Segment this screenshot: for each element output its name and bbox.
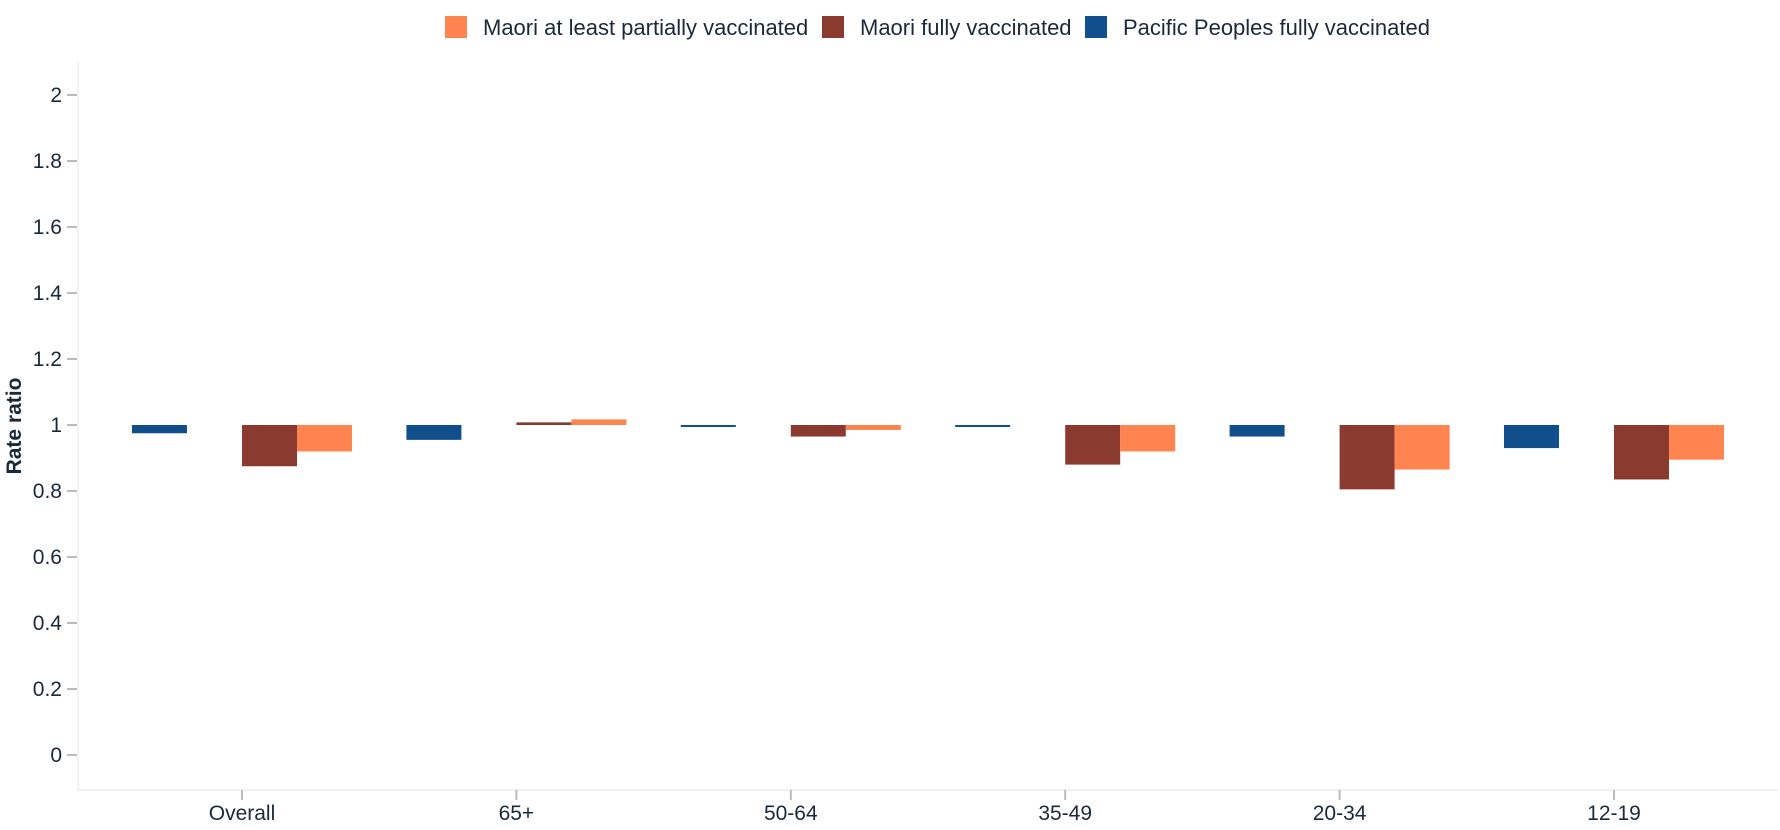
- bar[interactable]: [242, 425, 297, 467]
- y-tick-label: 0.2: [33, 678, 62, 701]
- y-axis-title: Rate ratio: [3, 378, 26, 475]
- bar[interactable]: [1120, 425, 1176, 452]
- bar[interactable]: [516, 422, 572, 425]
- x-tick-label: 35-49: [1038, 802, 1092, 825]
- y-tick-label: 0: [50, 744, 62, 767]
- y-tick-label: 1: [50, 414, 62, 437]
- legend-swatch: [822, 16, 844, 38]
- legend-item[interactable]: Maori at least partially vaccinated: [445, 15, 808, 40]
- bar[interactable]: [1229, 425, 1285, 437]
- bar[interactable]: [406, 425, 462, 440]
- bar[interactable]: [1339, 425, 1395, 490]
- bar[interactable]: [297, 425, 352, 452]
- bar[interactable]: [790, 425, 846, 437]
- bar[interactable]: [1614, 425, 1669, 480]
- x-tick-label: 65+: [499, 802, 535, 825]
- y-ticks: 0 0.2 0.4 0.6 0.8 1 1.2 1.4 1.6 1.8 2: [33, 84, 77, 767]
- bar[interactable]: [680, 425, 736, 427]
- legend-label: Maori fully vaccinated: [860, 15, 1072, 40]
- y-tick-label: 2: [50, 84, 62, 107]
- bar[interactable]: [1394, 425, 1450, 470]
- legend-swatch: [445, 16, 467, 38]
- bar[interactable]: [845, 425, 901, 430]
- bar[interactable]: [955, 425, 1011, 427]
- axes: [77, 62, 1778, 791]
- legend-label: Pacific Peoples fully vaccinated: [1123, 15, 1430, 40]
- y-tick-label: 1.8: [33, 150, 62, 173]
- legend-item[interactable]: Maori fully vaccinated: [822, 15, 1072, 40]
- x-tick-label: 12-19: [1587, 802, 1641, 825]
- y-tick-label: 0.8: [33, 480, 62, 503]
- legend-label: Maori at least partially vaccinated: [483, 15, 808, 40]
- y-tick-label: 1.2: [33, 348, 62, 371]
- bar[interactable]: [1065, 425, 1121, 465]
- x-tick-label: 20-34: [1313, 802, 1367, 825]
- y-tick-label: 0.6: [33, 546, 62, 569]
- legend-swatch: [1085, 16, 1107, 38]
- x-tick-label: 50-64: [764, 802, 818, 825]
- legend-item[interactable]: Pacific Peoples fully vaccinated: [1085, 15, 1430, 40]
- y-tick-label: 1.6: [33, 216, 62, 239]
- y-tick-label: 0.4: [33, 612, 63, 635]
- y-tick-label: 1.4: [33, 282, 63, 305]
- bars: [132, 419, 1724, 490]
- x-tick-label: Overall: [209, 802, 276, 825]
- bar[interactable]: [571, 419, 627, 425]
- bar[interactable]: [1669, 425, 1724, 460]
- legend[interactable]: Maori at least partially vaccinated Maori…: [445, 15, 1430, 40]
- x-ticks: Overall 65+ 50-64 35-49 20-34 12-19: [209, 790, 1641, 825]
- bar[interactable]: [132, 425, 187, 434]
- bar[interactable]: [1504, 425, 1559, 449]
